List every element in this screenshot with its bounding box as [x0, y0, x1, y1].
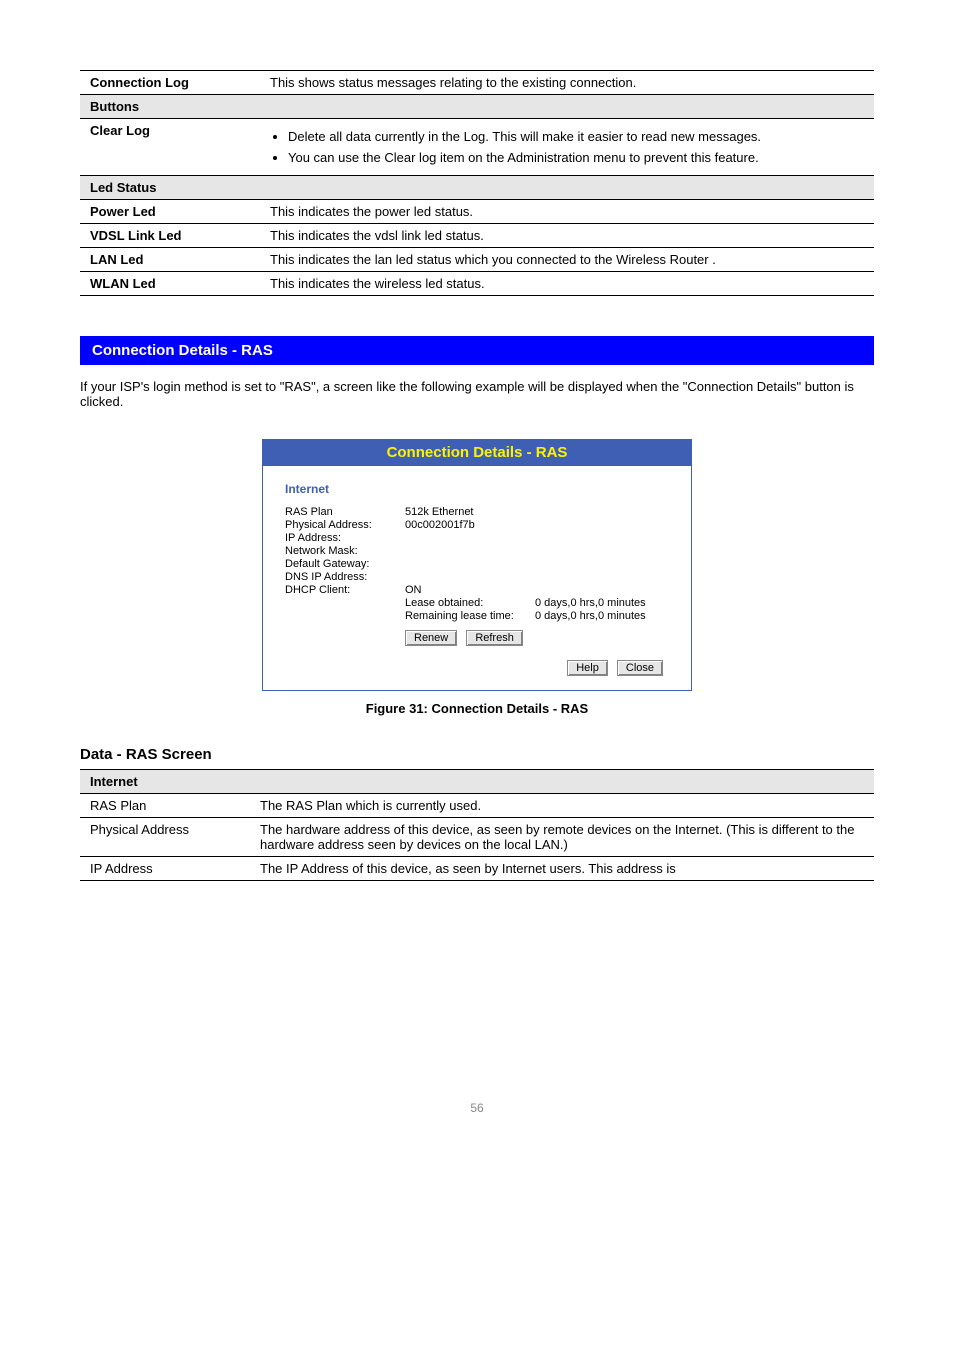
buttons-led-table: Connection Log This shows status message… [80, 70, 874, 296]
row-label: LAN Led [80, 248, 260, 272]
row-value: This shows status messages relating to t… [260, 71, 874, 95]
list-item: Delete all data currently in the Log. Th… [288, 129, 864, 144]
kv-value: ON [405, 584, 669, 596]
kv-key: Default Gateway: [285, 558, 405, 570]
kv-row: RAS Plan 512k Ethernet [285, 506, 669, 518]
table-section: Buttons [80, 95, 874, 119]
kv-value [405, 571, 669, 583]
table-section: Internet [80, 770, 874, 794]
data-table-title: Data - RAS Screen [80, 746, 874, 763]
dialog-title: Connection Details - RAS [263, 440, 691, 466]
row-label: Clear Log [80, 119, 260, 176]
section-description: If your ISP's login method is set to "RA… [80, 379, 874, 409]
table-row: RAS Plan The RAS Plan which is currently… [80, 794, 874, 818]
connection-details-dialog: Connection Details - RAS Internet RAS Pl… [262, 439, 692, 691]
section-header-bar: Connection Details - RAS [80, 336, 874, 365]
kv-value [405, 532, 669, 544]
section-heading: Led Status [80, 176, 874, 200]
table-row: IP Address The IP Address of this device… [80, 857, 874, 881]
renew-button[interactable]: Renew [405, 630, 457, 646]
kv-row: Default Gateway: [285, 558, 669, 570]
row-value: This indicates the power led status. [260, 200, 874, 224]
refresh-button[interactable]: Refresh [466, 630, 523, 646]
row-value: This indicates the wireless led status. [260, 272, 874, 296]
row-label: VDSL Link Led [80, 224, 260, 248]
kv-subrow: Remaining lease time: 0 days,0 hrs,0 min… [285, 610, 669, 622]
kv-value [405, 545, 669, 557]
kv-key: IP Address: [285, 532, 405, 544]
bullet-list: Delete all data currently in the Log. Th… [288, 129, 864, 165]
row-value: The hardware address of this device, as … [250, 818, 874, 857]
kv-key: Physical Address: [285, 519, 405, 531]
table-row: Physical Address The hardware address of… [80, 818, 874, 857]
row-label: Connection Log [80, 71, 260, 95]
kv-row: Network Mask: [285, 545, 669, 557]
figure-caption: Figure 31: Connection Details - RAS [80, 701, 874, 716]
dialog-subheading: Internet [285, 482, 669, 496]
page-number: 56 [80, 1101, 874, 1115]
row-value: The RAS Plan which is currently used. [250, 794, 874, 818]
kv-key: DNS IP Address: [285, 571, 405, 583]
kv-subvalue: 0 days,0 hrs,0 minutes [535, 597, 669, 609]
row-label: IP Address [80, 857, 250, 881]
kv-value: 00c002001f7b [405, 519, 669, 531]
row-value: Delete all data currently in the Log. Th… [260, 119, 874, 176]
kv-subvalue: 0 days,0 hrs,0 minutes [535, 610, 669, 622]
kv-row: Physical Address: 00c002001f7b [285, 519, 669, 531]
kv-key: RAS Plan [285, 506, 405, 518]
kv-key: DHCP Client: [285, 584, 405, 596]
dialog-body: Internet RAS Plan 512k Ethernet Physical… [263, 466, 691, 690]
section-heading: Buttons [80, 95, 874, 119]
kv-row: DHCP Client: ON [285, 584, 669, 596]
row-label: Power Led [80, 200, 260, 224]
kv-subrow: Lease obtained: 0 days,0 hrs,0 minutes [285, 597, 669, 609]
kv-key: Network Mask: [285, 545, 405, 557]
row-value: This indicates the lan led status which … [260, 248, 874, 272]
help-button[interactable]: Help [567, 660, 608, 676]
dialog-button-row-primary: Renew Refresh [285, 630, 669, 646]
row-label: Physical Address [80, 818, 250, 857]
dialog-button-row-secondary: Help Close [285, 660, 669, 676]
kv-row: DNS IP Address: [285, 571, 669, 583]
data-ras-table: Internet RAS Plan The RAS Plan which is … [80, 769, 874, 881]
section-heading: Internet [80, 770, 874, 794]
kv-value: 512k Ethernet [405, 506, 669, 518]
figure-wrapper: Connection Details - RAS Internet RAS Pl… [80, 439, 874, 691]
row-label: RAS Plan [80, 794, 250, 818]
table-row: Power Led This indicates the power led s… [80, 200, 874, 224]
row-value: This indicates the vdsl link led status. [260, 224, 874, 248]
table-row: LAN Led This indicates the lan led statu… [80, 248, 874, 272]
table-row: VDSL Link Led This indicates the vdsl li… [80, 224, 874, 248]
kv-value [405, 558, 669, 570]
kv-row: IP Address: [285, 532, 669, 544]
table-section: Led Status [80, 176, 874, 200]
kv-subkey: Lease obtained: [405, 597, 535, 609]
table-row: Clear Log Delete all data currently in t… [80, 119, 874, 176]
table-row: Connection Log This shows status message… [80, 71, 874, 95]
row-value: The IP Address of this device, as seen b… [250, 857, 874, 881]
close-button[interactable]: Close [617, 660, 663, 676]
list-item: You can use the Clear log item on the Ad… [288, 150, 864, 165]
kv-subkey: Remaining lease time: [405, 610, 535, 622]
table-row: WLAN Led This indicates the wireless led… [80, 272, 874, 296]
row-label: WLAN Led [80, 272, 260, 296]
